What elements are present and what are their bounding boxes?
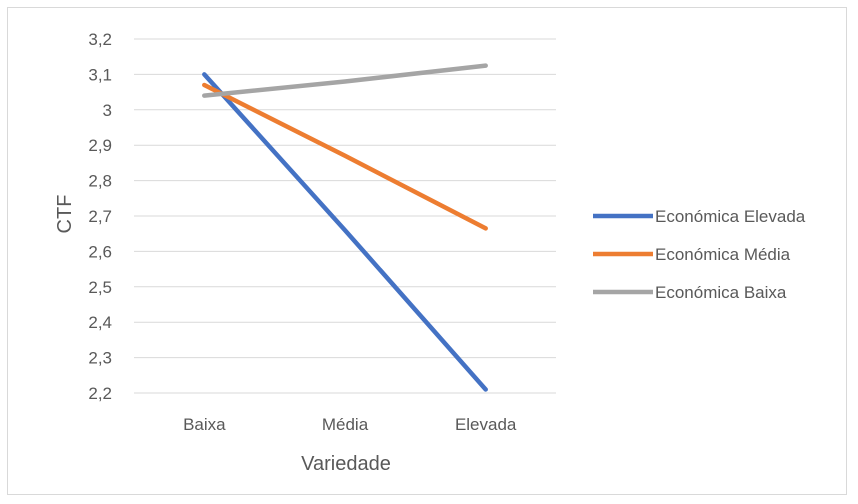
legend: Económica Elevada Económica Média Económic… <box>593 207 806 302</box>
y-tick-label: 2,4 <box>88 313 112 332</box>
y-tick-label: 2,6 <box>88 242 112 261</box>
y-axis-ticks: 2,2 2,3 2,4 2,5 2,6 2,7 2,8 2,9 3 3,1 3,2 <box>88 30 112 403</box>
y-tick-label: 2,9 <box>88 136 112 155</box>
x-tick-label: Média <box>322 415 369 434</box>
series-line-3 <box>202 63 488 98</box>
legend-label: Económica Média <box>655 245 791 264</box>
y-tick-label: 2,8 <box>88 172 112 191</box>
x-axis-ticks: Baixa Média Elevada <box>183 415 517 434</box>
y-tick-label: 3,2 <box>88 30 112 49</box>
series-line-1 <box>202 72 488 392</box>
y-tick-label: 3,1 <box>88 65 112 84</box>
y-tick-label: 3 <box>103 101 112 120</box>
y-tick-label: 2,3 <box>88 349 112 368</box>
x-axis-title: Variedade <box>301 453 391 475</box>
gridlines <box>134 38 556 394</box>
series-line-2 <box>202 82 488 231</box>
y-tick-label: 2,7 <box>88 207 112 226</box>
y-tick-label: 2,2 <box>88 384 112 403</box>
x-tick-label: Elevada <box>455 415 517 434</box>
series-lines <box>202 63 488 392</box>
legend-label: Económica Baixa <box>655 283 787 302</box>
y-tick-label: 2,5 <box>88 278 112 297</box>
x-tick-label: Baixa <box>183 415 226 434</box>
legend-label: Económica Elevada <box>655 207 806 226</box>
y-axis-title: CTF <box>54 195 76 234</box>
